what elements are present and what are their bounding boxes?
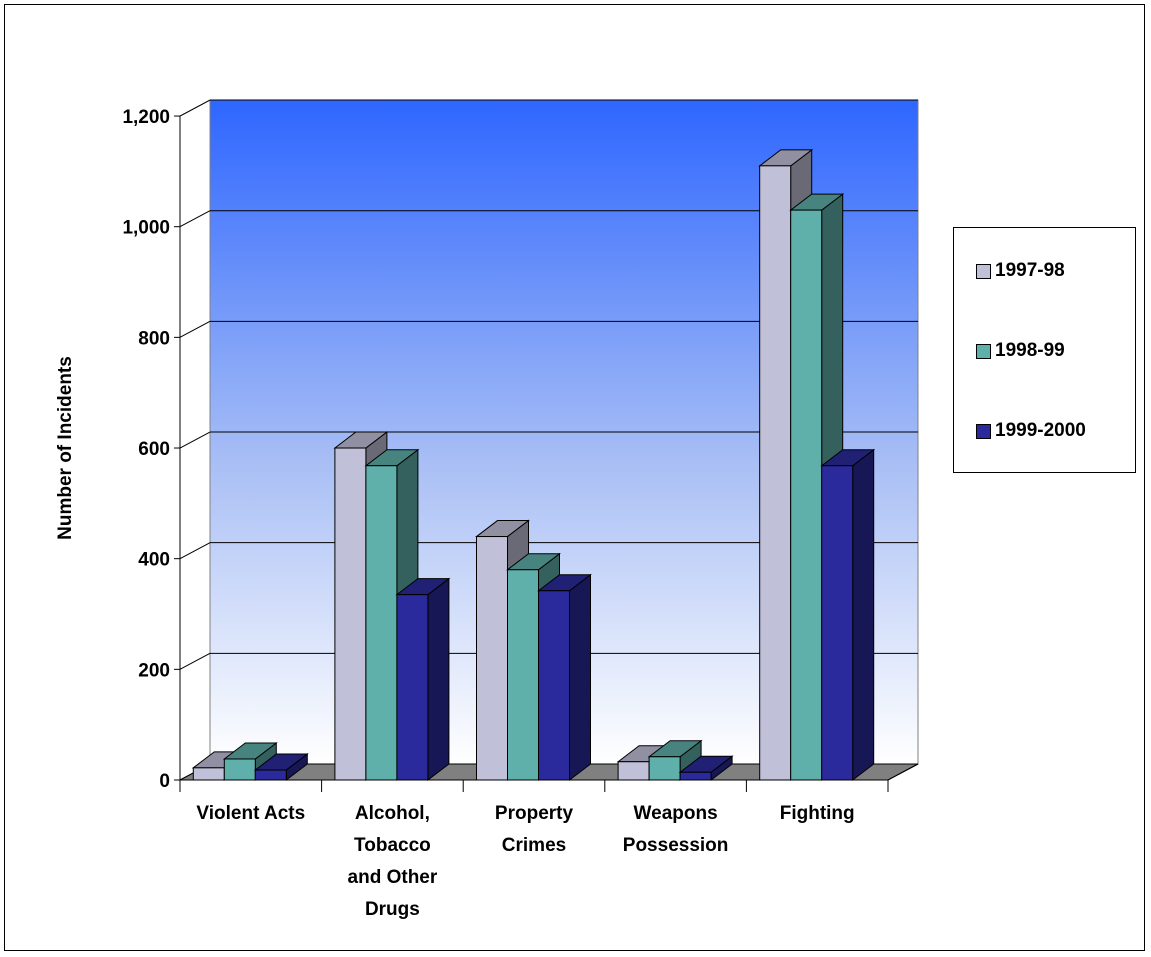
bar-front — [759, 165, 792, 781]
x-category-label: Tobacco — [354, 835, 431, 856]
bar-front — [648, 756, 681, 781]
gridline-side — [179, 99, 211, 117]
legend-item-1998-99: 1998-99 — [976, 339, 1065, 363]
legend-swatch-1998-99 — [976, 343, 991, 359]
y-tick-label: 400 — [138, 550, 170, 571]
bar-side — [427, 577, 450, 782]
legend-swatch-1999-2000 — [976, 423, 991, 439]
legend-label: 1999-2000 — [995, 420, 1086, 441]
bar-side — [852, 448, 875, 782]
legend-item-1999-2000: 1999-2000 — [976, 419, 1086, 443]
gridline-side — [179, 210, 211, 228]
bar-front — [679, 771, 712, 781]
bar-front — [365, 465, 398, 781]
x-category-label: Property — [495, 803, 574, 824]
x-category-label: Weapons — [634, 803, 718, 824]
x-category-label: Crimes — [502, 835, 566, 856]
bar-front — [790, 209, 823, 781]
bar-front — [396, 594, 429, 781]
bar-1999-2000-3 — [678, 755, 734, 782]
x-category-label: Alcohol, — [355, 803, 430, 824]
legend-swatch-1997-98 — [976, 263, 991, 279]
gridline-side — [179, 652, 211, 670]
legend: 1997-98 1998-99 1999-2000 — [953, 227, 1136, 473]
bar-1999-2000-4 — [820, 448, 876, 782]
x-category-label: and Other — [348, 867, 438, 888]
y-tick-label: 800 — [138, 328, 170, 349]
bar-1999-2000-0 — [253, 753, 309, 782]
bar-front — [821, 465, 854, 781]
bar-front — [192, 767, 225, 781]
bar-front — [254, 769, 287, 781]
legend-item-1997-98: 1997-98 — [976, 259, 1065, 283]
legend-label: 1998-99 — [995, 340, 1065, 361]
x-category-label: Fighting — [780, 803, 855, 824]
gridline-side — [179, 542, 211, 560]
bar-chart: 0 200 400 600 800 1,000 1,200 Violent Acts Alcoh… — [55, 99, 919, 920]
x-category-label: Drugs — [365, 899, 420, 920]
bar-1999-2000-2 — [537, 573, 592, 782]
legend-label: 1997-98 — [995, 260, 1065, 281]
y-axis-title: Number of Incidents — [55, 356, 76, 540]
bar-front — [538, 590, 570, 781]
bar-front — [476, 536, 508, 781]
y-tick-label: 200 — [138, 660, 170, 681]
bar-side — [569, 573, 591, 782]
gridline-side — [179, 320, 211, 338]
bar-front — [334, 447, 367, 781]
bar-front — [617, 761, 650, 781]
bar-front — [223, 758, 256, 781]
y-tick-label: 600 — [138, 439, 170, 460]
gridline-side — [179, 431, 211, 449]
floor-edge — [887, 763, 919, 781]
bar-1999-2000-1 — [395, 577, 451, 782]
x-category-label: Violent Acts — [196, 803, 305, 824]
y-tick-label: 0 — [159, 771, 170, 792]
x-category-label: Possession — [623, 835, 729, 856]
y-tick-label: 1,000 — [122, 218, 170, 239]
bar-front — [507, 569, 539, 781]
y-tick-label: 1,200 — [122, 107, 170, 128]
chart-frame: 0 200 400 600 800 1,000 1,200 Violent Acts Alcoh… — [4, 4, 1145, 951]
